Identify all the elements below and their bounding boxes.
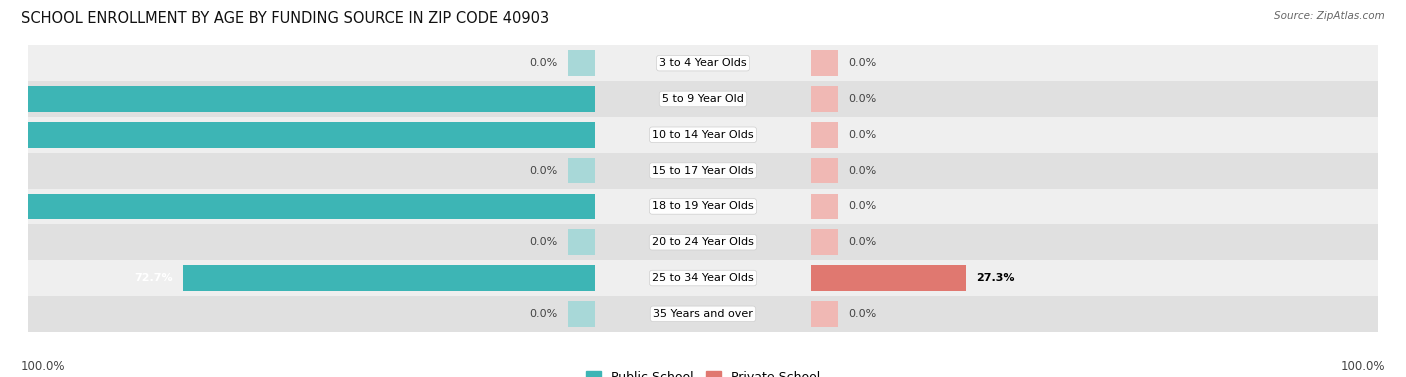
- Text: 100.0%: 100.0%: [1340, 360, 1385, 373]
- Text: 100.0%: 100.0%: [0, 94, 18, 104]
- Text: 0.0%: 0.0%: [848, 166, 876, 176]
- Bar: [811, 301, 838, 327]
- Text: 0.0%: 0.0%: [848, 130, 876, 140]
- Bar: [183, 265, 595, 291]
- Text: 0.0%: 0.0%: [530, 309, 558, 319]
- Bar: [28, 224, 1378, 260]
- Text: 3 to 4 Year Olds: 3 to 4 Year Olds: [659, 58, 747, 68]
- Text: 27.3%: 27.3%: [976, 273, 1014, 283]
- Legend: Public School, Private School: Public School, Private School: [581, 366, 825, 377]
- Bar: [811, 122, 838, 148]
- Bar: [28, 188, 1378, 224]
- Bar: [28, 122, 595, 148]
- Bar: [28, 86, 595, 112]
- Text: 0.0%: 0.0%: [530, 166, 558, 176]
- Text: 20 to 24 Year Olds: 20 to 24 Year Olds: [652, 237, 754, 247]
- Text: 100.0%: 100.0%: [0, 130, 18, 140]
- Bar: [811, 50, 838, 76]
- Bar: [28, 296, 1378, 332]
- Text: 0.0%: 0.0%: [848, 201, 876, 211]
- Text: 0.0%: 0.0%: [848, 94, 876, 104]
- Text: 15 to 17 Year Olds: 15 to 17 Year Olds: [652, 166, 754, 176]
- Bar: [28, 117, 1378, 153]
- Text: 72.7%: 72.7%: [134, 273, 173, 283]
- Text: 35 Years and over: 35 Years and over: [652, 309, 754, 319]
- Bar: [568, 229, 595, 255]
- Bar: [811, 158, 838, 184]
- Text: 25 to 34 Year Olds: 25 to 34 Year Olds: [652, 273, 754, 283]
- Bar: [811, 86, 838, 112]
- Text: Source: ZipAtlas.com: Source: ZipAtlas.com: [1274, 11, 1385, 21]
- Text: 100.0%: 100.0%: [0, 201, 18, 211]
- Bar: [568, 158, 595, 184]
- Text: 0.0%: 0.0%: [848, 237, 876, 247]
- Bar: [811, 265, 966, 291]
- Text: 10 to 14 Year Olds: 10 to 14 Year Olds: [652, 130, 754, 140]
- Bar: [811, 229, 838, 255]
- Bar: [568, 301, 595, 327]
- Bar: [28, 260, 1378, 296]
- Text: 18 to 19 Year Olds: 18 to 19 Year Olds: [652, 201, 754, 211]
- Bar: [28, 45, 1378, 81]
- Text: 5 to 9 Year Old: 5 to 9 Year Old: [662, 94, 744, 104]
- Text: 0.0%: 0.0%: [530, 237, 558, 247]
- Bar: [28, 153, 1378, 188]
- Text: SCHOOL ENROLLMENT BY AGE BY FUNDING SOURCE IN ZIP CODE 40903: SCHOOL ENROLLMENT BY AGE BY FUNDING SOUR…: [21, 11, 550, 26]
- Text: 0.0%: 0.0%: [530, 58, 558, 68]
- Bar: [28, 193, 595, 219]
- Bar: [568, 50, 595, 76]
- Bar: [28, 81, 1378, 117]
- Text: 0.0%: 0.0%: [848, 58, 876, 68]
- Bar: [811, 193, 838, 219]
- Text: 0.0%: 0.0%: [848, 309, 876, 319]
- Text: 100.0%: 100.0%: [21, 360, 66, 373]
